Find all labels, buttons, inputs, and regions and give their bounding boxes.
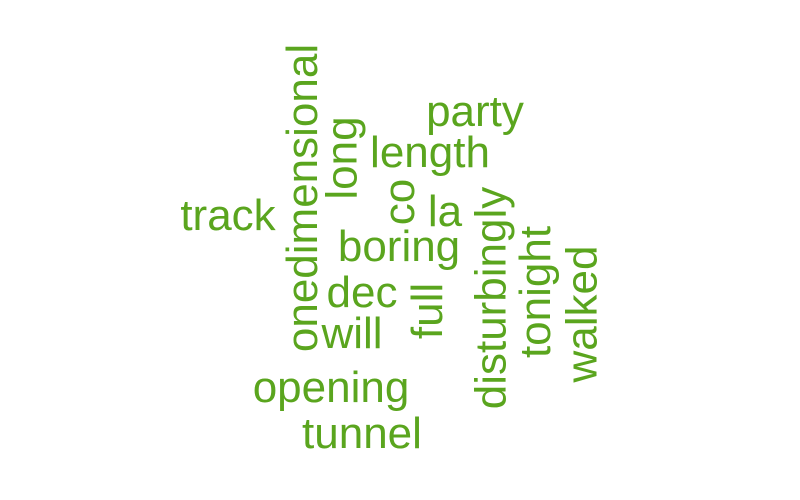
word-dec: dec (326, 268, 398, 317)
word-length: length (370, 128, 490, 177)
word-la: la (427, 187, 463, 236)
word-track: track (180, 191, 276, 240)
word-tunnel: tunnel (302, 409, 422, 458)
word-tonight: tonight (510, 225, 560, 359)
word-long: long (318, 116, 367, 200)
word-boring: boring (337, 222, 461, 271)
word-walked: walked (557, 245, 606, 383)
word-disturbingly: disturbingly (466, 186, 515, 410)
word-party: party (426, 87, 524, 136)
word-co: co (374, 178, 424, 226)
word-opening: opening (252, 363, 410, 412)
word-will: will (321, 309, 383, 358)
word-full: full (403, 282, 452, 340)
